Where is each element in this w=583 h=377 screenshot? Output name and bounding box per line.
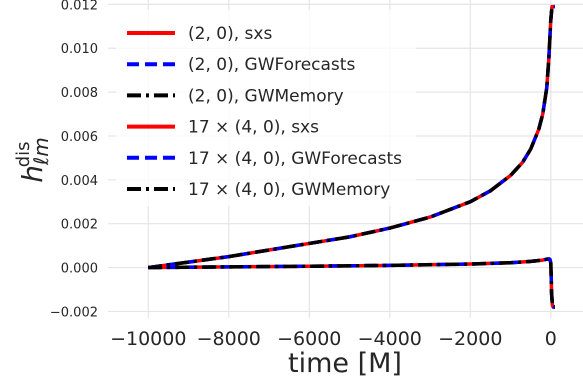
legend-label-text: , GWForecasts — [280, 149, 402, 169]
legend-label-4: 17 × (4, 0), sxs — [188, 118, 319, 138]
x-tick-label: −8000 — [197, 328, 261, 350]
x-tick-label: −2000 — [438, 328, 502, 350]
y-tick-label: 0.004 — [61, 174, 98, 189]
legend-label-text: , GWMemory — [234, 86, 344, 106]
legend-label-math: 17 × (4, 0) — [188, 118, 280, 138]
y-axis-label-main: h — [16, 165, 49, 183]
legend-label-math: 17 × (4, 0) — [188, 149, 280, 169]
legend-label-1: (2, 0), sxs — [188, 24, 272, 44]
legend: (2, 0), sxs(2, 0), GWForecasts(2, 0), GW… — [116, 10, 416, 206]
x-axis-label: time [M] — [288, 348, 402, 377]
legend-label-math: (2, 0) — [188, 86, 234, 106]
legend-label-3: (2, 0), GWMemory — [188, 86, 344, 106]
series-line-6 — [148, 257, 555, 309]
x-tick-label: 0 — [545, 328, 557, 350]
series-line-3 — [148, 4, 555, 270]
legend-label-math: (2, 0) — [188, 55, 234, 75]
legend-label-math: (2, 0) — [188, 24, 234, 44]
legend-label-text: , sxs — [280, 118, 319, 138]
y-tick-label: 0.000 — [61, 262, 98, 277]
x-tick-labels: −10000 −8000 −6000 −4000 −2000 0 — [110, 328, 557, 350]
x-tick-label: −6000 — [277, 328, 341, 350]
legend-label-math: 17 × (4, 0) — [188, 180, 280, 200]
data-lines — [148, 4, 555, 309]
x-tick-label: −10000 — [110, 328, 186, 350]
y-tick-label: 0.002 — [61, 218, 98, 233]
svg-text:hℓmdis: hℓmdis — [13, 137, 53, 183]
y-tick-labels: −0.002 0.000 0.002 0.004 0.006 0.008 0.010 0.01… — [50, 0, 98, 320]
y-tick-label: 0.008 — [61, 86, 98, 101]
legend-label-5: 17 × (4, 0), GWForecasts — [188, 149, 402, 169]
y-axis-label: hℓmdis — [13, 137, 53, 183]
y-axis-label-subscript: ℓm — [29, 137, 53, 166]
legend-label-text: , GWForecasts — [234, 55, 356, 75]
legend-label-text: , sxs — [234, 24, 273, 44]
legend-label-6: 17 × (4, 0), GWMemory — [188, 180, 390, 200]
y-tick-label: 0.006 — [61, 130, 98, 145]
y-axis-label-superscript: dis — [13, 141, 34, 167]
y-tick-label: 0.012 — [61, 0, 98, 13]
legend-label-2: (2, 0), GWForecasts — [188, 55, 355, 75]
legend-box — [116, 10, 416, 206]
legend-label-text: , GWMemory — [280, 180, 390, 200]
y-tick-label: −0.002 — [50, 305, 98, 320]
x-tick-label: −4000 — [358, 328, 422, 350]
y-tick-label: 0.010 — [61, 42, 98, 57]
